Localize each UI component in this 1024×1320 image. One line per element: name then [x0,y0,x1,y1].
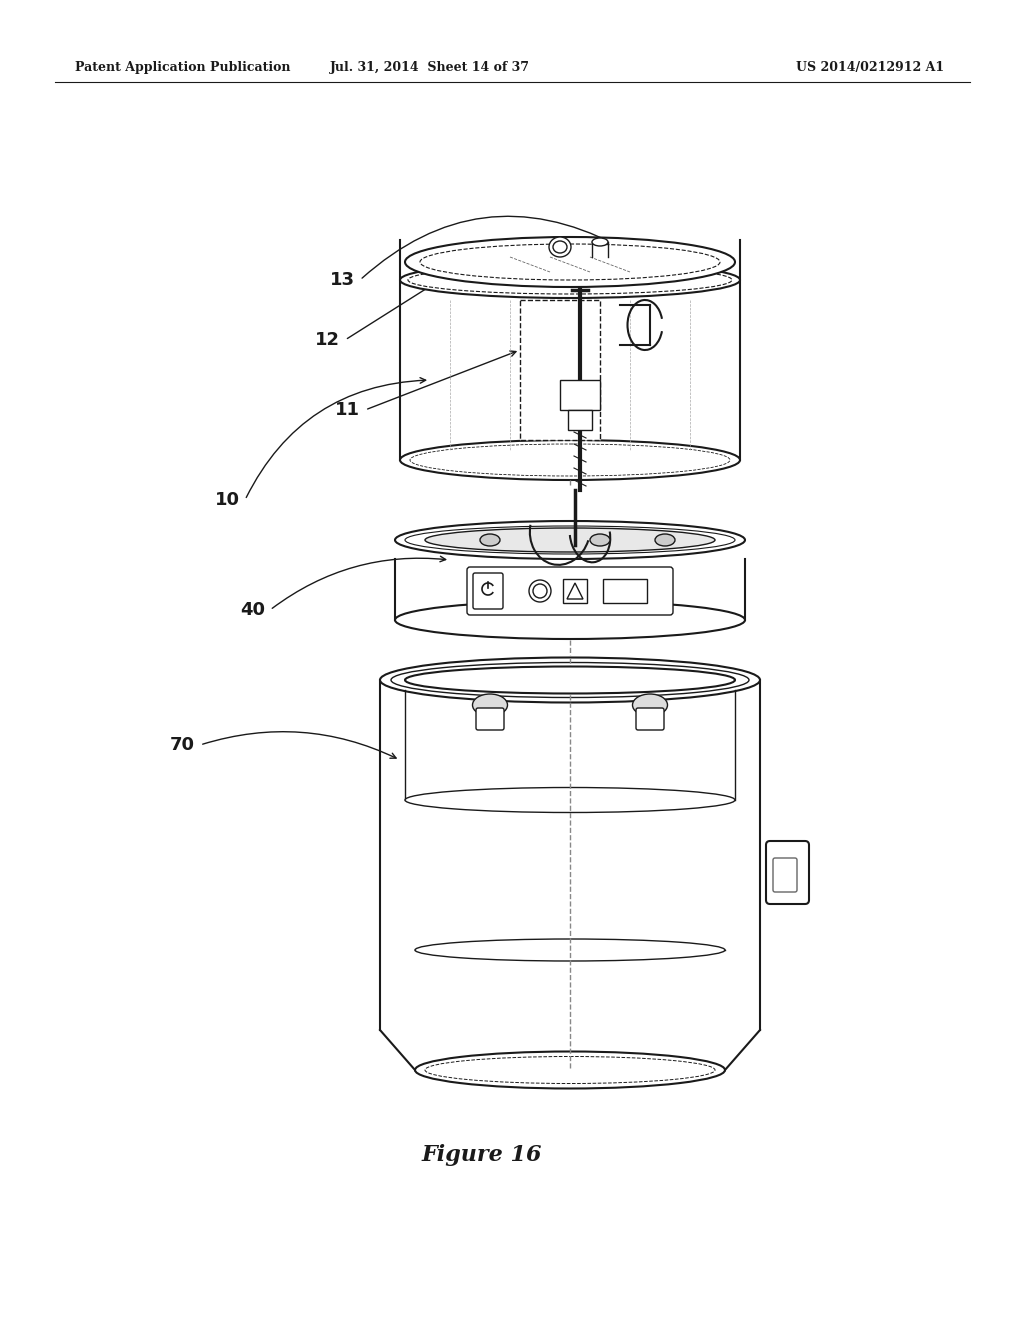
Ellipse shape [380,657,760,702]
Ellipse shape [592,238,608,246]
Ellipse shape [549,238,571,257]
Ellipse shape [415,1052,725,1089]
FancyBboxPatch shape [467,568,673,615]
FancyBboxPatch shape [476,708,504,730]
Text: Patent Application Publication: Patent Application Publication [75,62,291,74]
FancyBboxPatch shape [773,858,797,892]
Ellipse shape [415,939,725,961]
Ellipse shape [408,267,732,294]
Text: Figure 16: Figure 16 [421,1144,542,1166]
Ellipse shape [472,694,508,715]
Text: 70: 70 [170,737,195,754]
Ellipse shape [391,663,749,697]
Ellipse shape [425,528,715,552]
Ellipse shape [480,535,500,546]
FancyBboxPatch shape [636,708,664,730]
Ellipse shape [529,579,551,602]
Ellipse shape [400,440,740,480]
FancyBboxPatch shape [568,411,592,430]
Text: US 2014/0212912 A1: US 2014/0212912 A1 [796,62,944,74]
Ellipse shape [655,535,675,546]
Text: 40: 40 [240,601,265,619]
Ellipse shape [553,242,567,253]
FancyBboxPatch shape [603,579,647,603]
FancyBboxPatch shape [473,573,503,609]
Ellipse shape [406,525,735,554]
Text: 11: 11 [335,401,360,418]
Ellipse shape [395,601,745,639]
FancyBboxPatch shape [520,300,600,440]
Ellipse shape [406,788,735,813]
FancyBboxPatch shape [563,579,587,603]
Ellipse shape [590,535,610,546]
Text: 13: 13 [330,271,355,289]
Text: Jul. 31, 2014  Sheet 14 of 37: Jul. 31, 2014 Sheet 14 of 37 [330,62,530,74]
Ellipse shape [633,694,668,715]
Text: 12: 12 [315,331,340,348]
Ellipse shape [400,261,740,298]
Ellipse shape [406,667,735,693]
FancyBboxPatch shape [766,841,809,904]
Ellipse shape [534,583,547,598]
Text: 10: 10 [215,491,240,510]
Ellipse shape [406,238,735,286]
Ellipse shape [395,521,745,558]
Polygon shape [567,583,583,599]
FancyBboxPatch shape [560,380,600,411]
